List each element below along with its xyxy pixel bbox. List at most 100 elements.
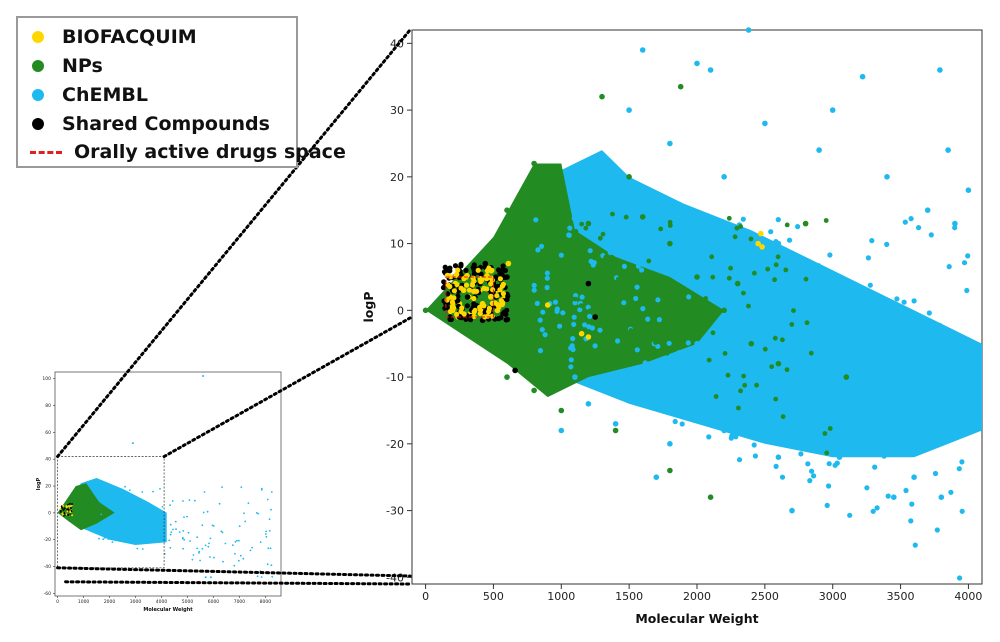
main-y-tick-label: -20 [386, 438, 404, 451]
inset-chembl-point [189, 540, 192, 542]
biofacquim-point [458, 308, 464, 315]
shared-compounds-point [464, 303, 470, 309]
inset-chembl-point [206, 510, 209, 513]
chembl-scatter-point [901, 299, 907, 305]
main-y-tick-label: 30 [390, 104, 404, 117]
chembl-scatter-point [642, 360, 648, 366]
inset-chembl-point [153, 536, 156, 539]
biofacquim-point [500, 281, 506, 287]
inset-chembl-point [257, 512, 260, 515]
chembl-scatter-point [805, 461, 811, 467]
nps-point [639, 214, 646, 220]
inset-zoom-box [57, 456, 165, 569]
nps-scatter-point [734, 225, 740, 231]
nps-scatter-point [664, 350, 670, 356]
nps-scatter-point [765, 266, 771, 272]
chembl-scatter-point [566, 232, 572, 238]
inset-chembl-point [108, 498, 111, 500]
nps-scatter-point [808, 350, 814, 356]
nps-scatter-point [784, 367, 790, 373]
nps-point [843, 374, 850, 380]
chembl-point [870, 340, 877, 347]
chembl-scatter-point [649, 364, 656, 370]
inset-chembl-point [174, 520, 177, 523]
chembl-scatter-point [932, 364, 938, 370]
inset-chembl-point [169, 523, 172, 526]
chembl-point [694, 60, 700, 67]
nps-scatter-point [572, 251, 578, 257]
inset-chembl-point [182, 530, 185, 532]
chembl-scatter-point [937, 327, 943, 333]
main-x-tick-label: 3000 [819, 590, 847, 603]
nps-scatter-point [784, 222, 790, 228]
chembl-scatter-point [539, 327, 545, 333]
inset-chembl-point [234, 540, 237, 543]
inset-nps-area [57, 483, 115, 531]
chembl-scatter-point [558, 252, 564, 258]
chembl-scatter-point [544, 275, 550, 281]
chembl-point [938, 407, 945, 414]
chembl-scatter-point [567, 225, 573, 231]
biofacquim-point [444, 297, 450, 303]
biofacquim-point [500, 291, 506, 297]
chembl-point [572, 374, 578, 380]
nps-scatter-point [593, 308, 598, 314]
nps-point [558, 207, 565, 213]
chembl-scatter-point [533, 217, 539, 223]
legend-item-oral-space: Orally active drugs space [30, 139, 346, 165]
chembl-scatter-point [811, 473, 817, 479]
chembl-scatter-point [836, 301, 843, 307]
chembl-scatter-point [962, 356, 968, 362]
nps-scatter-point [773, 396, 779, 402]
chembl-scatter-point [635, 263, 642, 269]
chembl-scatter-point [606, 387, 612, 393]
shared-compounds-point [442, 264, 448, 270]
inset-cluster-point [71, 514, 74, 517]
chembl-scatter-point [795, 224, 801, 230]
inset-data-points [59, 375, 274, 579]
inset-chembl-point [122, 504, 125, 507]
inset-x-tick-label: 5000 [182, 599, 194, 605]
chembl-scatter-point [943, 349, 949, 355]
inset-chembl-point [186, 515, 188, 518]
inset-density-bodies [57, 478, 167, 545]
chembl-point [558, 427, 565, 434]
chembl-scatter-point [703, 261, 709, 267]
chembl-scatter-point [869, 238, 875, 244]
nps-point [802, 220, 809, 227]
chembl-scatter-point [964, 287, 970, 294]
chembl-scatter-point [880, 312, 887, 318]
chembl-scatter-point [807, 374, 813, 380]
inset-chembl-point [192, 554, 195, 556]
chembl-scatter-point [815, 386, 821, 392]
biofacquim-point [484, 273, 490, 279]
chembl-scatter-point [587, 248, 593, 254]
chembl-scatter-point [672, 418, 678, 425]
nps-scatter-point [780, 337, 785, 343]
inset-chembl-point [116, 514, 118, 517]
nps-scatter-point [726, 215, 732, 221]
chembl-scatter-point [856, 423, 862, 429]
nps-scatter-point [564, 303, 569, 308]
legend-label-chembl: ChEMBL [62, 84, 148, 106]
chembl-scatter-point [826, 483, 832, 489]
inset-chembl-point [220, 530, 223, 533]
inset-y-tick-label: -60 [44, 591, 51, 597]
chembl-scatter-point [552, 299, 559, 305]
nps-scatter-point [732, 234, 738, 240]
chembl-scatter-point [728, 252, 734, 259]
nps-point [477, 254, 483, 260]
chembl-scatter-point [730, 322, 736, 328]
chembl-scatter-point [823, 390, 829, 397]
inset-chembl-point [105, 529, 108, 532]
biofacquim-point [489, 313, 495, 319]
chembl-scatter-point [959, 508, 965, 514]
inset-chembl-point [116, 509, 119, 512]
chembl-scatter-point [738, 420, 745, 426]
chembl-scatter-point [534, 300, 540, 306]
shared-compounds-point [447, 314, 453, 320]
nps-scatter-point [754, 382, 759, 388]
chembl-scatter-point [813, 393, 820, 399]
nps-scatter-point [620, 338, 626, 344]
biofacquim-point [486, 305, 492, 311]
